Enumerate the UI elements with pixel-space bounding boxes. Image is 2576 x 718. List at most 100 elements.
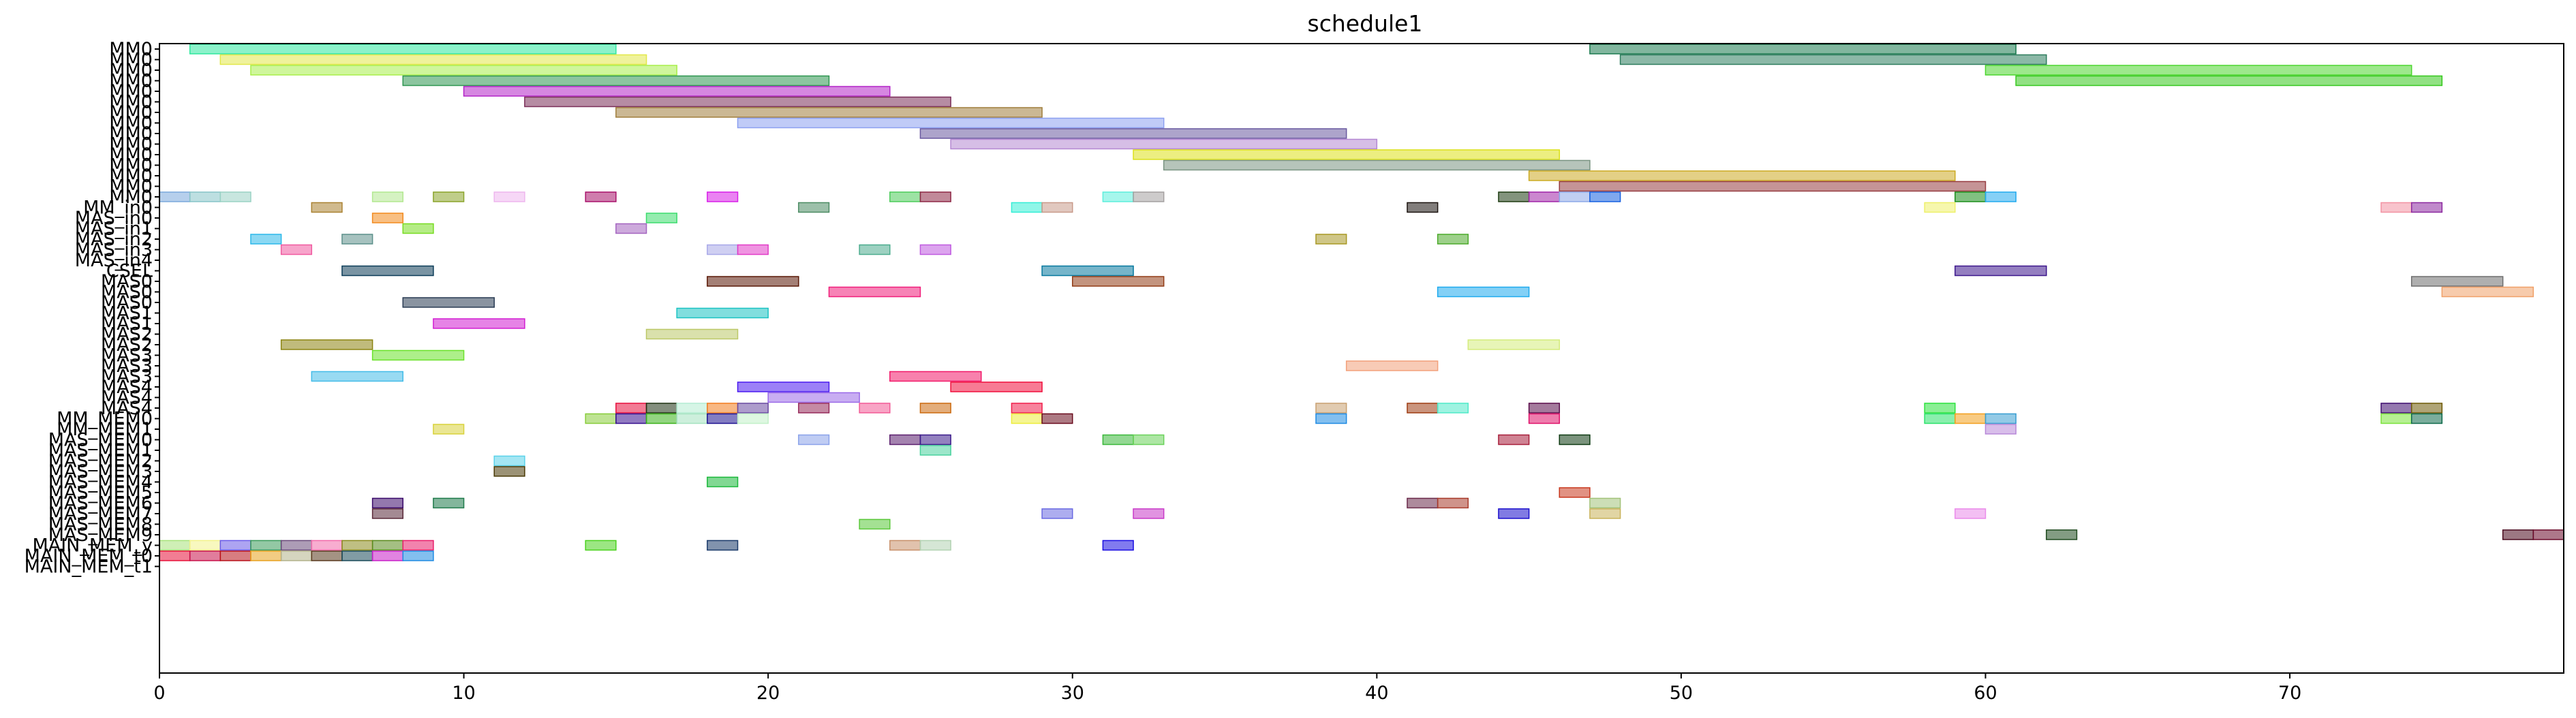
y-tick-label: CSEL [106,261,153,282]
y-tick-label: MM0 [109,134,153,155]
task-bar [615,223,647,234]
task-bar [859,244,891,255]
y-tick-label: MM0 [109,50,153,71]
task-bar [402,297,495,308]
task-bar [2441,286,2534,298]
task-bar [250,65,677,76]
task-bar [645,403,677,413]
task-bar [1315,413,1347,424]
task-bar [1133,149,1561,160]
task-bar [1102,191,1134,202]
task-bar [1984,413,2017,424]
task-bar [250,540,282,551]
x-tick-label: 20 [756,683,780,704]
task-bar [676,307,769,319]
task-bar [1528,170,1956,181]
task-bar [2380,403,2412,413]
task-bar [1437,497,1469,509]
task-bar [280,244,313,255]
task-bar [1984,65,2412,76]
task-bar [189,550,221,561]
task-bar [585,413,617,424]
task-bar [585,191,617,202]
task-bar [1619,54,2047,65]
x-tick-label: 50 [1670,683,1693,704]
task-bar [1163,159,1591,171]
task-bar [1498,508,1530,519]
task-bar [341,550,373,561]
task-bar [1437,286,1530,298]
y-tick-label: MAS1 [101,313,153,334]
task-bar [250,550,282,561]
task-bar [280,550,313,561]
x-tick-label: 60 [1974,683,1997,704]
y-tick-label: MAIN_MEM_t0 [25,546,153,567]
task-bar [585,540,617,551]
y-tick-label: MAS3 [101,366,153,388]
y-tick-label: MAS3 [101,345,153,366]
task-bar [1559,487,1591,498]
task-bar [371,550,404,561]
y-tick-label: MM0 [109,113,153,134]
task-bar [1102,540,1134,551]
task-bar [189,540,221,551]
task-bar [645,328,739,340]
y-tick-label: MAS_MEM2 [48,451,153,472]
task-bar [2380,202,2412,213]
task-bar [1589,497,1621,509]
task-bar [189,44,617,54]
task-bar [919,434,951,446]
y-tick-label: MAS4 [101,377,153,398]
y-tick-label: MM0 [109,81,153,102]
task-bar [919,540,951,551]
task-bar [889,540,921,551]
task-bar [1559,181,1987,192]
y-tick-label: MAS2 [101,324,153,345]
y-tick-label: MAS0 [101,271,153,292]
task-bar [798,202,830,213]
task-bar [433,497,465,509]
y-tick-label: MM0 [109,155,153,176]
task-bar [493,191,525,202]
task-bar [1041,508,1073,519]
y-tick-label: MAS_MEM8 [48,514,153,535]
task-bar [919,403,951,413]
y-tick-label: MM0 [109,60,153,81]
task-bar [1528,403,1561,413]
task-bar [219,540,251,551]
task-bar [1407,403,1439,413]
task-bar [615,107,1043,118]
y-tick-label: MAS4 [101,388,153,409]
task-bar [707,476,739,488]
task-bar [1954,508,1987,519]
task-bar [189,191,221,202]
y-tick-label: MM0 [109,176,153,198]
task-bar [859,518,891,530]
task-bar [1589,191,1621,202]
task-bar [1041,265,1134,277]
task-bar [1924,403,1956,413]
y-tick-label: MAIN_MEM_y [32,535,153,557]
task-bar [402,540,434,551]
y-tick-label: MAS_in2 [75,229,153,250]
task-bar [1924,202,1956,213]
task-bar [371,213,404,223]
task-bar [280,540,313,551]
y-tick-label: MAS0 [101,292,153,313]
task-bar [2046,529,2078,540]
task-bar [433,318,525,329]
task-bar [341,265,434,277]
task-bar [1498,434,1530,446]
x-tick-label: 10 [452,683,475,704]
y-tick-label: MM0 [109,71,153,92]
y-tick-label: MAS_MEM7 [48,503,153,525]
task-bar [1345,360,1439,371]
task-bar [1041,202,1073,213]
y-tick-label: MAS_MEM9 [48,525,153,546]
y-tick-label: MAS_MEM6 [48,493,153,514]
task-bar [1102,434,1134,446]
task-bar [615,413,647,424]
task-bar [889,434,921,446]
task-bar [1315,234,1347,245]
